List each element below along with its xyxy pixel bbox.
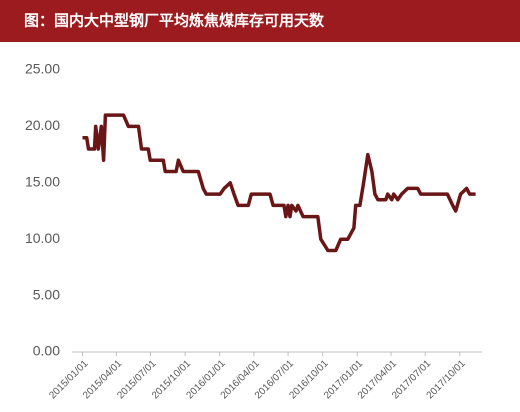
chart-title: 图：国内大中型钢厂平均炼焦煤库存可用天数 <box>24 12 325 30</box>
data-line <box>82 113 476 253</box>
y-tick-label: 5.00 <box>33 286 60 302</box>
y-tick-label: 25.00 <box>25 61 60 77</box>
title-banner <box>0 0 520 42</box>
y-tick-label: 20.00 <box>25 117 60 133</box>
y-tick-label: 15.00 <box>25 174 60 190</box>
y-tick-label: 10.00 <box>25 230 60 246</box>
y-tick-label: 0.00 <box>33 343 60 359</box>
